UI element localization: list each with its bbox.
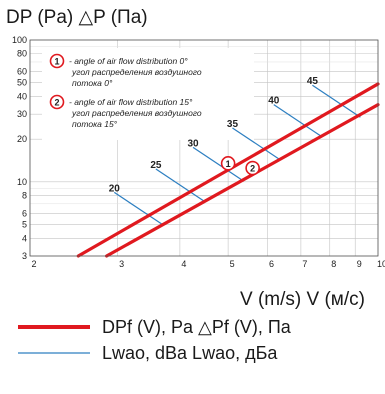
annotation-background <box>42 48 254 140</box>
y-tick-label: 100 <box>12 35 27 45</box>
x-tick-label: 9 <box>357 259 362 269</box>
y-tick-label: 6 <box>22 208 27 218</box>
x-tick-label: 7 <box>302 259 307 269</box>
y-tick-label: 40 <box>17 91 27 101</box>
legend-sound-label: Lwao, dBa Lwao, дБа <box>102 342 278 363</box>
sound-level-line <box>232 127 281 161</box>
marker-note-2 <box>49 94 65 110</box>
y-tick-label: 5 <box>22 220 27 230</box>
sound-lines: 20 25 30 35 40 45 <box>109 76 361 225</box>
y-tick-label: 4 <box>22 233 27 243</box>
sound-level-label: 30 <box>187 138 199 149</box>
legend-sound: Lwao, dBa Lwao, дБа <box>18 342 277 364</box>
x-axis-title: V (m/s) V (м/с) <box>240 289 365 310</box>
x-tick-label: 2 <box>31 259 36 269</box>
line-marker-label: 1 <box>226 159 231 169</box>
pressure-line-2 <box>104 103 380 258</box>
sound-level-label: 45 <box>307 76 319 87</box>
x-tick-label: 4 <box>181 259 186 269</box>
x-tick-label: 6 <box>269 259 274 269</box>
legend-sound-swatch <box>18 352 90 354</box>
legend-pressure-swatch <box>18 325 90 329</box>
marker-note-2-label: 2 <box>54 98 59 108</box>
note-2-line2: угол распределения воздушного <box>71 108 202 118</box>
legend-pressure-label: DPf (V), Pa △Pf (V), Па <box>102 316 291 337</box>
x-tick-label: 10 <box>377 259 385 269</box>
note-1-line1: - angle of air flow distribution 0° <box>69 56 188 66</box>
line-marker-2 <box>245 160 260 176</box>
note-2-line3: потока 15° <box>72 119 118 129</box>
y-tick-label: 80 <box>17 49 27 59</box>
sound-level-label: 25 <box>150 160 162 171</box>
sound-level-label: 35 <box>227 119 239 130</box>
sound-level-label: 40 <box>268 96 280 107</box>
y-tick-label: 8 <box>22 191 27 201</box>
line-marker-label: 2 <box>250 164 255 174</box>
sound-level-line <box>273 104 323 138</box>
line-marker-1 <box>220 156 236 171</box>
y-tick-label: 50 <box>17 78 27 88</box>
sound-level-label: 20 <box>109 183 121 194</box>
note-2-line1: - angle of air flow distribution 15° <box>69 97 193 107</box>
sound-level-line <box>192 146 242 180</box>
x-tick-label: 3 <box>119 259 124 269</box>
annotation-box: 1 - angle of air flow distribution 0° уг… <box>42 48 254 140</box>
sound-level-line <box>155 168 205 202</box>
sound-level-line <box>312 84 361 118</box>
y-tick-label: 20 <box>17 134 27 144</box>
sound-level-line <box>113 191 163 225</box>
x-tick-label: 8 <box>331 259 336 269</box>
y-tick-label: 3 <box>22 251 27 261</box>
note-1-line2: угол распределения воздушного <box>71 67 202 77</box>
x-tick-label: 5 <box>230 259 235 269</box>
plot-frame <box>29 39 379 257</box>
y-tick-label: 10 <box>17 177 27 187</box>
y-tick-label: 60 <box>17 66 27 76</box>
marker-note-1-label: 1 <box>54 57 59 67</box>
legend-pressure: DPf (V), Pa △Pf (V), Па <box>18 316 291 338</box>
note-1-line3: потока 0° <box>72 78 113 88</box>
y-tick-label: 30 <box>17 109 27 119</box>
marker-note-1 <box>49 53 65 69</box>
y-axis-title: DP (Pa) △P (Па) <box>6 7 148 28</box>
